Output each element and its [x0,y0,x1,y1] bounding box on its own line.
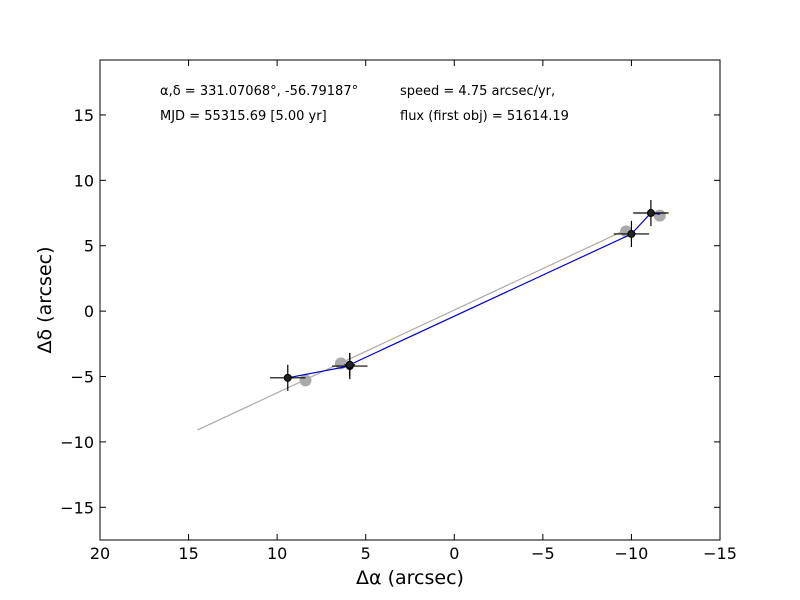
annotation-mjd: MJD = 55315.69 [5.00 yr] [160,109,327,124]
y-tick-label: −5 [70,368,94,387]
x-axis-label: Δα (arcsec) [356,567,464,589]
data-layer [197,199,669,431]
grey-marker [653,209,666,222]
x-tick-label: 0 [449,544,459,563]
data-point [646,209,655,218]
annotation-speed: speed = 4.75 arcsec/yr, [400,84,555,99]
x-tick-label: 15 [178,544,198,563]
axis-ticks: 20 15 10 5 0 −5 −10 −15 15 10 5 0 −5 −10 −15 [60,60,737,563]
y-tick-label: −15 [60,498,94,517]
data-point [283,373,292,382]
x-tick-label: −15 [703,544,737,563]
annotation-flux: flux (first obj) = 51614.19 [400,109,569,124]
data-point [627,229,636,238]
grey-marker [299,374,312,387]
x-tick-label: 5 [361,544,371,563]
x-tick-label: −5 [531,544,555,563]
y-tick-label: 15 [74,106,94,125]
x-tick-label: −10 [615,544,649,563]
y-axis-label: Δδ (arcsec) [34,246,56,353]
x-tick-label: 10 [267,544,287,563]
series-line-0 [197,230,623,431]
y-tick-label: 5 [84,237,94,256]
axes-frame [99,59,721,541]
annotation-coords: α,δ = 331.07068°, -56.79187° [160,84,358,99]
y-tick-label: −10 [60,433,94,452]
data-point [345,360,354,369]
y-tick-label: 10 [74,171,94,190]
x-tick-label: 20 [90,544,110,563]
y-tick-label: 0 [84,302,94,321]
plot-area [197,199,669,431]
